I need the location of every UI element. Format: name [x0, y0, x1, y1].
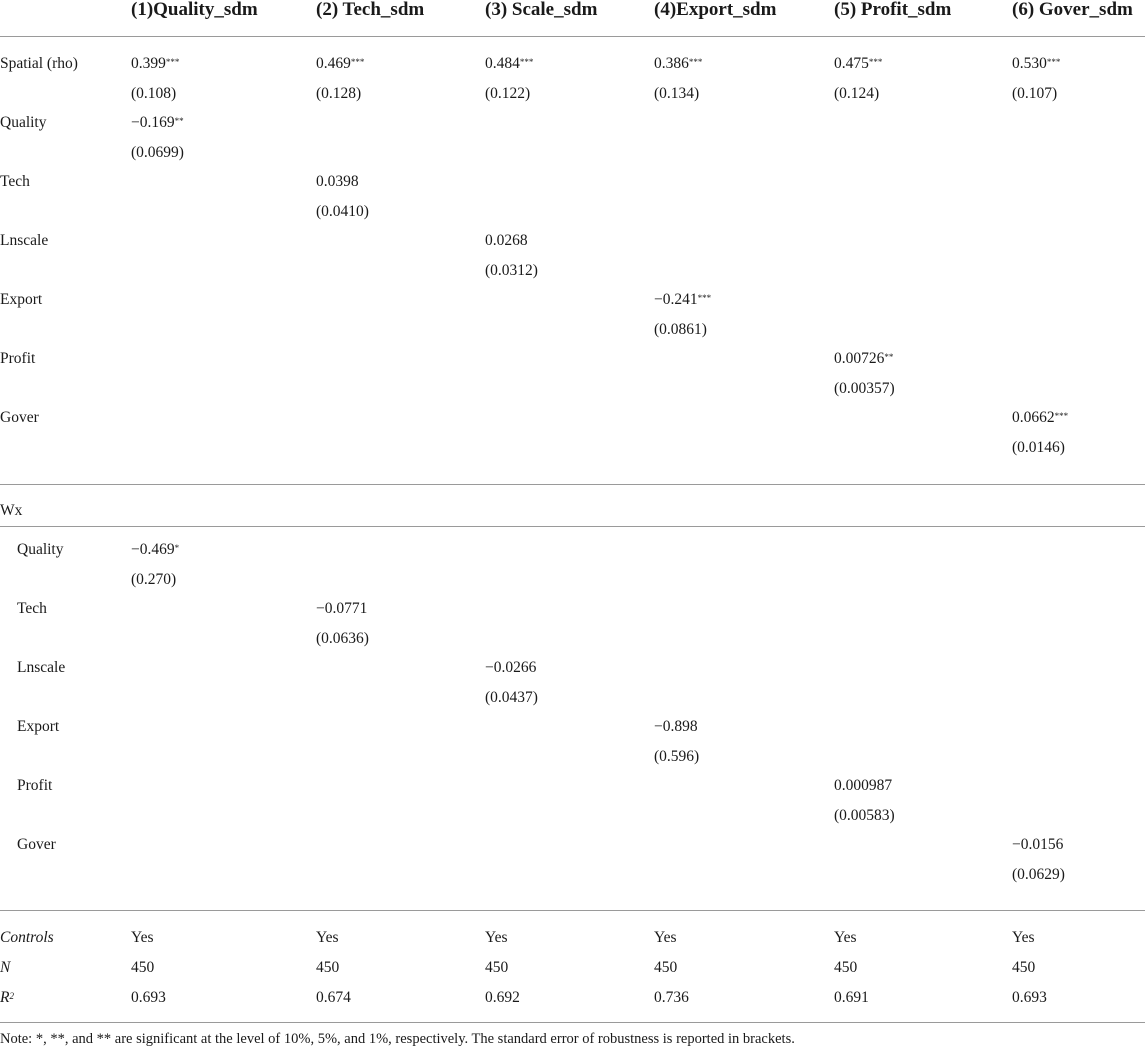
se-cell: (0.0437) — [485, 689, 538, 706]
coef-cell: 0.399*** — [131, 55, 180, 72]
coef-cell: 0.0662*** — [1012, 409, 1069, 426]
footer-cell: Yes — [1012, 929, 1035, 946]
coef-cell: −0.898 — [654, 718, 698, 735]
significance-stars: *** — [350, 57, 365, 67]
footer-cell: 0.736 — [654, 989, 689, 1006]
coef-cell: −0.169** — [131, 114, 184, 131]
coef-cell: 0.00726** — [834, 350, 894, 367]
footer-cell: Yes — [316, 929, 339, 946]
column-header: (3) Scale_sdm — [485, 0, 598, 20]
significance-stars: *** — [688, 57, 703, 67]
se-cell: (0.134) — [654, 85, 700, 102]
coef-cell: −0.0156 — [1012, 836, 1064, 853]
row-label: Gover — [17, 836, 56, 853]
row-label: Profit — [17, 777, 53, 794]
se-cell: (0.108) — [131, 85, 177, 102]
footer-cell: 450 — [834, 959, 858, 976]
row-label: Gover — [0, 409, 39, 426]
row-label: Lnscale — [0, 232, 49, 249]
row-label: Spatial (rho) — [0, 55, 78, 72]
row-label: Lnscale — [17, 659, 66, 676]
se-cell: (0.107) — [1012, 85, 1058, 102]
footer-cell: 450 — [485, 959, 509, 976]
coef-cell: −0.469* — [131, 541, 180, 558]
footer-cell: 0.674 — [316, 989, 351, 1006]
footer-rule — [0, 910, 1145, 911]
coef-cell: 0.475*** — [834, 55, 883, 72]
header-rule — [0, 36, 1145, 37]
se-cell: (0.128) — [316, 85, 362, 102]
footer-cell: 0.692 — [485, 989, 520, 1006]
significance-stars: *** — [868, 57, 883, 67]
footer-cell: 0.693 — [131, 989, 166, 1006]
column-header: (5) Profit_sdm — [834, 0, 952, 20]
se-cell: (0.0629) — [1012, 866, 1065, 883]
coef-cell: 0.469*** — [316, 55, 365, 72]
footer-cell: 450 — [1012, 959, 1036, 976]
se-cell: (0.122) — [485, 85, 531, 102]
footer-cell: Yes — [834, 929, 857, 946]
coef-cell: 0.530*** — [1012, 55, 1061, 72]
significance-stars: ** — [884, 352, 894, 362]
column-header: (1)Quality_sdm — [131, 0, 258, 20]
row-label: Quality — [17, 541, 64, 558]
coef-cell: −0.0771 — [316, 600, 368, 617]
coef-cell: 0.484*** — [485, 55, 534, 72]
row-label: Export — [17, 718, 60, 735]
footer-cell: 450 — [316, 959, 340, 976]
footer-row-label: N — [0, 959, 11, 976]
row-label: Quality — [0, 114, 47, 131]
se-cell: (0.00357) — [834, 380, 895, 397]
significance-stars: ** — [174, 116, 184, 126]
row-label: Tech — [0, 173, 30, 190]
row-label: Export — [0, 291, 43, 308]
footer-cell: 0.691 — [834, 989, 869, 1006]
bottom-rule — [0, 1022, 1145, 1023]
column-header: (2) Tech_sdm — [316, 0, 425, 20]
section-rule — [0, 484, 1145, 485]
significance-stars: *** — [165, 57, 180, 67]
se-cell: (0.270) — [131, 571, 177, 588]
footer-cell: 0.693 — [1012, 989, 1047, 1006]
footer-row-label: R2 — [0, 989, 14, 1006]
footer-cell: 450 — [131, 959, 155, 976]
superscript: 2 — [9, 991, 14, 1001]
wx-rule — [0, 526, 1145, 527]
significance-stars: *** — [519, 57, 534, 67]
column-header: (6) Gover_sdm — [1012, 0, 1133, 20]
section-label: Wx — [0, 502, 23, 519]
significance-stars: *** — [1046, 57, 1061, 67]
footer-cell: Yes — [131, 929, 154, 946]
row-label: Tech — [17, 600, 47, 617]
se-cell: (0.0636) — [316, 630, 369, 647]
table-note: Note: *, **, and ** are significant at t… — [0, 1031, 795, 1047]
coef-cell: −0.241*** — [654, 291, 712, 308]
coef-cell: 0.0398 — [316, 173, 359, 190]
footer-cell: Yes — [485, 929, 508, 946]
footer-cell: Yes — [654, 929, 677, 946]
se-cell: (0.596) — [654, 748, 700, 765]
se-cell: (0.0699) — [131, 144, 184, 161]
coef-cell: 0.000987 — [834, 777, 893, 794]
se-cell: (0.0312) — [485, 262, 538, 279]
footer-cell: 450 — [654, 959, 678, 976]
column-header: (4)Export_sdm — [654, 0, 777, 20]
coef-cell: −0.0266 — [485, 659, 537, 676]
se-cell: (0.0861) — [654, 321, 707, 338]
row-label: Profit — [0, 350, 36, 367]
se-cell: (0.124) — [834, 85, 880, 102]
significance-stars: *** — [1054, 411, 1069, 421]
coef-cell: 0.386*** — [654, 55, 703, 72]
se-cell: (0.00583) — [834, 807, 895, 824]
significance-stars: *** — [697, 293, 712, 303]
significance-stars: * — [174, 543, 180, 553]
se-cell: (0.0410) — [316, 203, 369, 220]
footer-row-label: Controls — [0, 929, 54, 946]
coef-cell: 0.0268 — [485, 232, 528, 249]
se-cell: (0.0146) — [1012, 439, 1065, 456]
